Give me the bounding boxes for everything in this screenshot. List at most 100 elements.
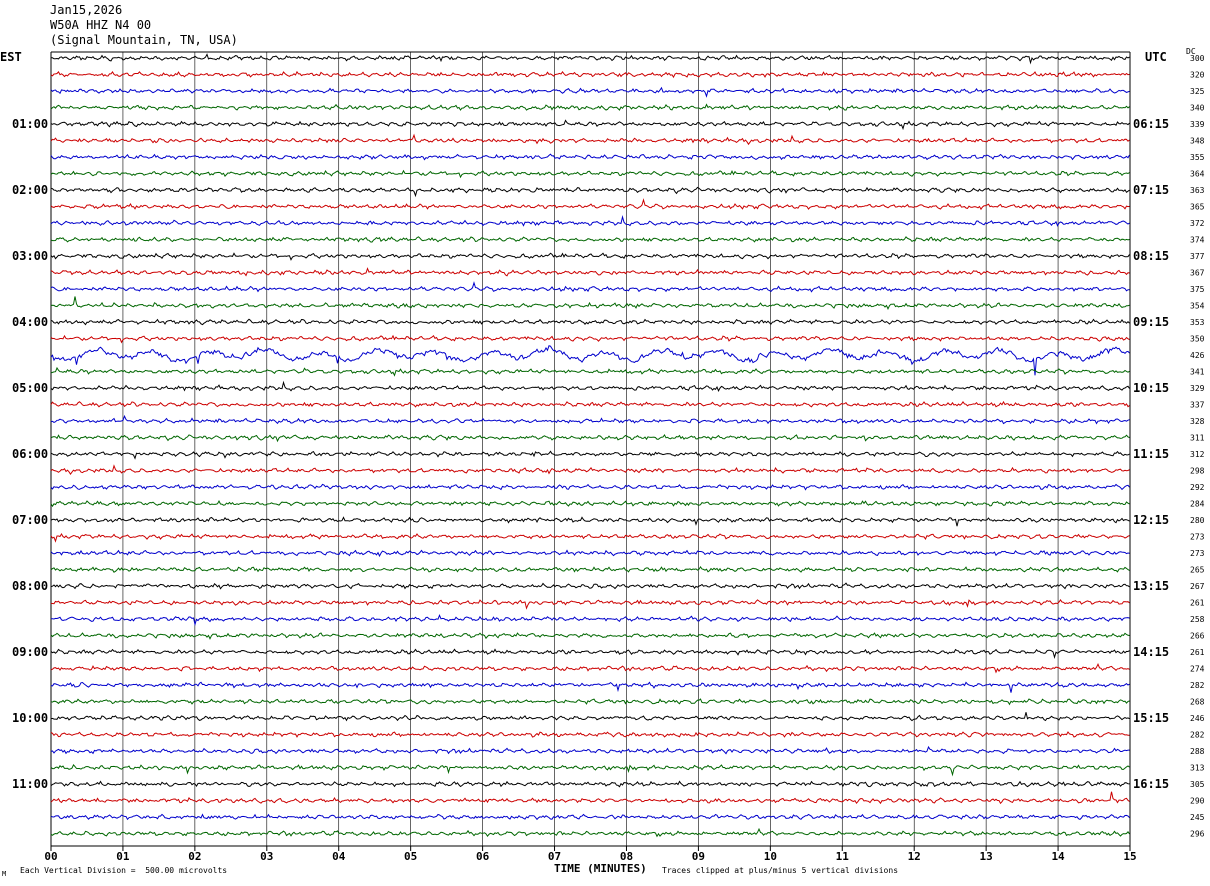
dc-value-label: 258 xyxy=(1190,615,1205,624)
right-hour-label: 11:15 xyxy=(1133,447,1169,461)
trace-line xyxy=(50,296,1130,310)
x-tick-label: 08 xyxy=(620,850,633,863)
left-hour-label: 10:00 xyxy=(12,711,48,725)
dc-value-label: 280 xyxy=(1190,516,1205,525)
trace-line xyxy=(50,450,1130,460)
trace-line xyxy=(50,698,1130,706)
right-hour-label: 09:15 xyxy=(1133,315,1169,329)
trace-line xyxy=(50,133,1130,146)
dc-value-label: 426 xyxy=(1190,351,1205,360)
trace-line xyxy=(50,763,1130,777)
dc-value-label: 284 xyxy=(1190,500,1205,509)
trace-line xyxy=(50,731,1130,738)
dc-value-label: 273 xyxy=(1190,549,1205,558)
trace-line xyxy=(50,712,1130,722)
x-tick-label: 03 xyxy=(260,850,273,863)
trace-line xyxy=(50,186,1130,198)
trace-line xyxy=(50,318,1130,326)
dc-value-label: 300 xyxy=(1190,54,1205,63)
left-hour-label: 02:00 xyxy=(12,183,48,197)
dc-value-label: 265 xyxy=(1190,566,1205,575)
dc-value-label: 282 xyxy=(1190,681,1205,690)
trace-line xyxy=(50,681,1130,693)
right-timezone-label: UTC xyxy=(1145,50,1167,64)
trace-line xyxy=(50,549,1130,558)
left-hour-label: 03:00 xyxy=(12,249,48,263)
trace-line xyxy=(50,119,1130,131)
x-tick-label: 12 xyxy=(908,850,921,863)
dc-value-label: 274 xyxy=(1190,665,1205,674)
dc-value-label: 350 xyxy=(1190,335,1205,344)
station-id: W50A HHZ N4 00 xyxy=(50,18,152,32)
dc-value-label: 339 xyxy=(1190,120,1205,129)
dc-value-label: 305 xyxy=(1190,780,1205,789)
trace-line xyxy=(50,566,1130,573)
trace-line xyxy=(50,648,1130,660)
dc-value-label: 355 xyxy=(1190,153,1205,162)
trace-line xyxy=(50,599,1130,610)
left-timezone-label: EST xyxy=(0,50,22,64)
right-hour-label: 10:15 xyxy=(1133,381,1169,395)
left-hour-label: 05:00 xyxy=(12,381,48,395)
grid-lines xyxy=(50,51,1131,851)
left-hour-label: 09:00 xyxy=(12,645,48,659)
dc-value-label: 365 xyxy=(1190,203,1205,212)
trace-line xyxy=(50,215,1130,227)
x-tick-label: 10 xyxy=(764,850,777,863)
dc-value-label: 296 xyxy=(1190,830,1205,839)
station-location: (Signal Mountain, TN, USA) xyxy=(50,33,238,47)
trace-line xyxy=(50,198,1130,211)
dc-value-label: 267 xyxy=(1190,582,1205,591)
right-hour-label: 13:15 xyxy=(1133,579,1169,593)
left-hour-label: 01:00 xyxy=(12,117,48,131)
trace-line xyxy=(50,103,1130,111)
trace-line xyxy=(50,745,1130,755)
trace-line xyxy=(50,236,1130,243)
trace-line xyxy=(50,662,1130,674)
trace-line xyxy=(50,516,1130,527)
dc-value-label: 354 xyxy=(1190,302,1205,311)
dc-value-label: 312 xyxy=(1190,450,1205,459)
x-tick-label: 11 xyxy=(836,850,850,863)
dc-value-label: 311 xyxy=(1190,434,1205,443)
left-hour-label: 08:00 xyxy=(12,579,48,593)
dc-value-label: 273 xyxy=(1190,533,1205,542)
trace-line xyxy=(50,827,1130,838)
trace-line xyxy=(50,483,1130,491)
trace-line xyxy=(50,813,1130,821)
trace-line xyxy=(50,345,1130,376)
right-hour-label: 14:15 xyxy=(1133,645,1169,659)
right-hour-label: 07:15 xyxy=(1133,183,1169,197)
dc-value-label: 340 xyxy=(1190,104,1205,113)
trace-line xyxy=(51,53,1130,65)
vertical-scale-note: Each Vertical Division = 500.00 microvol… xyxy=(20,866,228,875)
right-hour-label: 12:15 xyxy=(1133,513,1169,527)
x-tick-label: 09 xyxy=(692,850,705,863)
right-hour-label: 16:15 xyxy=(1133,777,1169,791)
dc-value-label: 313 xyxy=(1190,764,1205,773)
dc-value-label: 348 xyxy=(1190,137,1205,146)
trace-line xyxy=(50,582,1130,590)
dc-value-label: 288 xyxy=(1190,747,1205,756)
left-hour-label: 06:00 xyxy=(12,447,48,461)
dc-value-label: 374 xyxy=(1190,236,1205,245)
trace-line xyxy=(50,86,1130,98)
dc-column-label: DC xyxy=(1186,47,1196,56)
trace-line xyxy=(50,366,1130,377)
trace-line xyxy=(51,613,1130,627)
trace-line xyxy=(50,169,1130,179)
dc-value-label: 377 xyxy=(1190,252,1205,261)
x-tick-label: 05 xyxy=(404,850,417,863)
dc-value-label: 261 xyxy=(1190,599,1205,608)
x-tick-label: 06 xyxy=(476,850,490,863)
right-hour-label: 15:15 xyxy=(1133,711,1169,725)
trace-line xyxy=(50,70,1130,79)
dc-value-label: 292 xyxy=(1190,483,1205,492)
trace-line xyxy=(50,433,1130,443)
x-axis-title: TIME (MINUTES) xyxy=(554,862,647,875)
left-hour-label: 04:00 xyxy=(12,315,48,329)
clipping-note: Traces clipped at plus/minus 5 vertical … xyxy=(662,866,899,875)
x-tick-label: 04 xyxy=(332,850,346,863)
x-tick-label: 07 xyxy=(548,850,561,863)
x-tick-label: 02 xyxy=(188,850,201,863)
